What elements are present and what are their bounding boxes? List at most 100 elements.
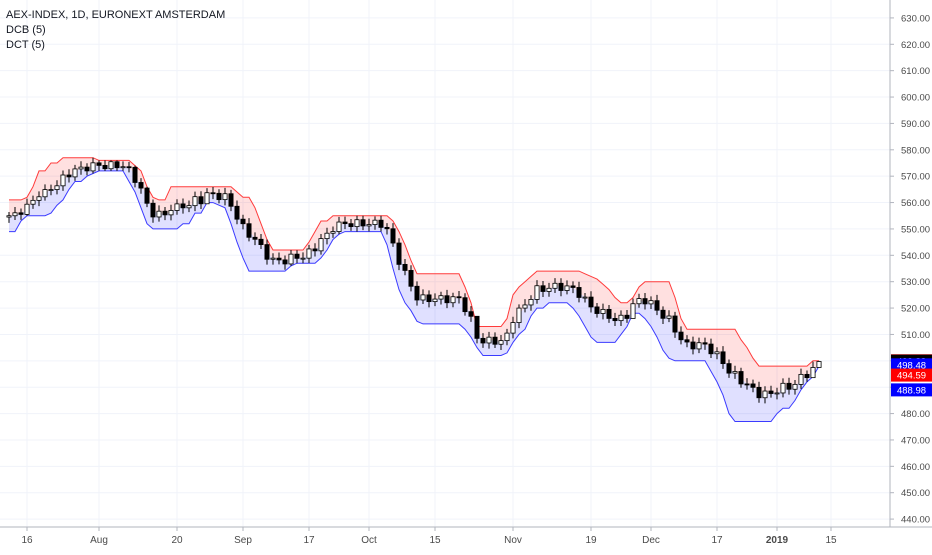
candle-body: [252, 236, 258, 240]
x-tick-label: 17: [303, 535, 315, 546]
candle-body: [708, 343, 714, 355]
candle: [252, 232, 258, 246]
candle: [42, 184, 48, 201]
candle-body: [684, 339, 690, 343]
candle-body: [546, 287, 552, 292]
candle: [276, 252, 282, 265]
candle: [198, 191, 204, 209]
candle-body: [120, 166, 126, 169]
candle-body: [798, 373, 804, 385]
candle-body: [480, 337, 486, 344]
candle-body: [432, 298, 438, 303]
candle-body: [294, 253, 300, 259]
y-tick-label: 470.00: [901, 435, 930, 446]
candle: [486, 331, 492, 349]
candle-body: [792, 383, 798, 390]
y-tick-label: 630.00: [901, 13, 930, 24]
candle-body: [528, 299, 534, 306]
y-tick-label: 580.00: [901, 145, 930, 156]
candle: [546, 282, 552, 297]
candle-body: [594, 306, 600, 314]
x-tick-label: 17: [711, 535, 723, 546]
candle: [702, 337, 708, 350]
legend-title: AEX-INDEX, 1D, EURONEXT AMSTERDAM: [6, 9, 226, 21]
candle: [450, 292, 456, 308]
candle-body: [678, 331, 684, 341]
candle: [12, 207, 18, 221]
price-tag-bg: [891, 358, 932, 372]
candle: [786, 377, 792, 395]
candle-body: [174, 203, 180, 211]
candle-body: [738, 371, 744, 385]
candle: [408, 265, 414, 292]
candle-body: [228, 193, 234, 207]
candle: [372, 216, 378, 230]
candle-body: [702, 342, 708, 345]
candle-body: [756, 386, 762, 399]
candle: [222, 187, 228, 206]
candle-body: [606, 308, 612, 319]
candle: [120, 161, 126, 171]
candle: [204, 188, 210, 205]
candle: [36, 191, 42, 207]
candle-body: [276, 257, 282, 261]
candle: [432, 293, 438, 307]
candle-body: [810, 367, 816, 379]
candle-body: [258, 238, 264, 245]
candle: [492, 332, 498, 349]
candle: [744, 378, 750, 390]
y-tick-label: 530.00: [901, 277, 930, 288]
candle-body: [84, 166, 90, 172]
candle-body: [102, 165, 108, 170]
candle: [216, 189, 222, 204]
candle: [318, 234, 324, 255]
candle: [402, 259, 408, 276]
candle: [648, 296, 654, 309]
candle: [336, 216, 342, 235]
candle: [192, 191, 198, 212]
candle-body: [330, 231, 336, 234]
candle: [360, 215, 366, 231]
candle-body: [690, 341, 696, 350]
candle-body: [354, 219, 360, 228]
candle: [570, 281, 576, 294]
price-tag: 498.48: [891, 358, 932, 372]
candle: [708, 338, 714, 359]
price-tag-bg: [891, 368, 932, 382]
candle: [90, 157, 96, 174]
candle-body: [18, 212, 24, 215]
candle-body: [522, 304, 528, 309]
candle-body: [444, 295, 450, 304]
x-tick-label: 15: [825, 535, 837, 546]
candle-body: [66, 174, 72, 178]
candle-body: [750, 383, 756, 388]
candle: [582, 293, 588, 303]
candle: [696, 337, 702, 354]
candle: [576, 281, 582, 303]
candle-body: [786, 382, 792, 390]
y-tick-label: 450.00: [901, 488, 930, 499]
candle: [498, 334, 504, 351]
candle: [396, 238, 402, 271]
candle: [384, 223, 390, 235]
candle: [228, 189, 234, 212]
candle-body: [642, 298, 648, 305]
candle: [234, 200, 240, 225]
candle: [60, 170, 66, 191]
candle-body: [384, 226, 390, 230]
candle-body: [732, 371, 738, 374]
dcb-band-fill: [9, 164, 819, 422]
candle-body: [660, 309, 666, 319]
candle: [462, 293, 468, 316]
candle: [750, 379, 756, 393]
candle-body: [450, 296, 456, 304]
candle-body: [204, 192, 210, 205]
candle: [678, 326, 684, 345]
x-tick-label: 19: [585, 535, 597, 546]
price-tag: 488.98: [891, 383, 932, 397]
candle: [654, 294, 660, 316]
candle: [144, 186, 150, 208]
candle-body: [582, 296, 588, 299]
